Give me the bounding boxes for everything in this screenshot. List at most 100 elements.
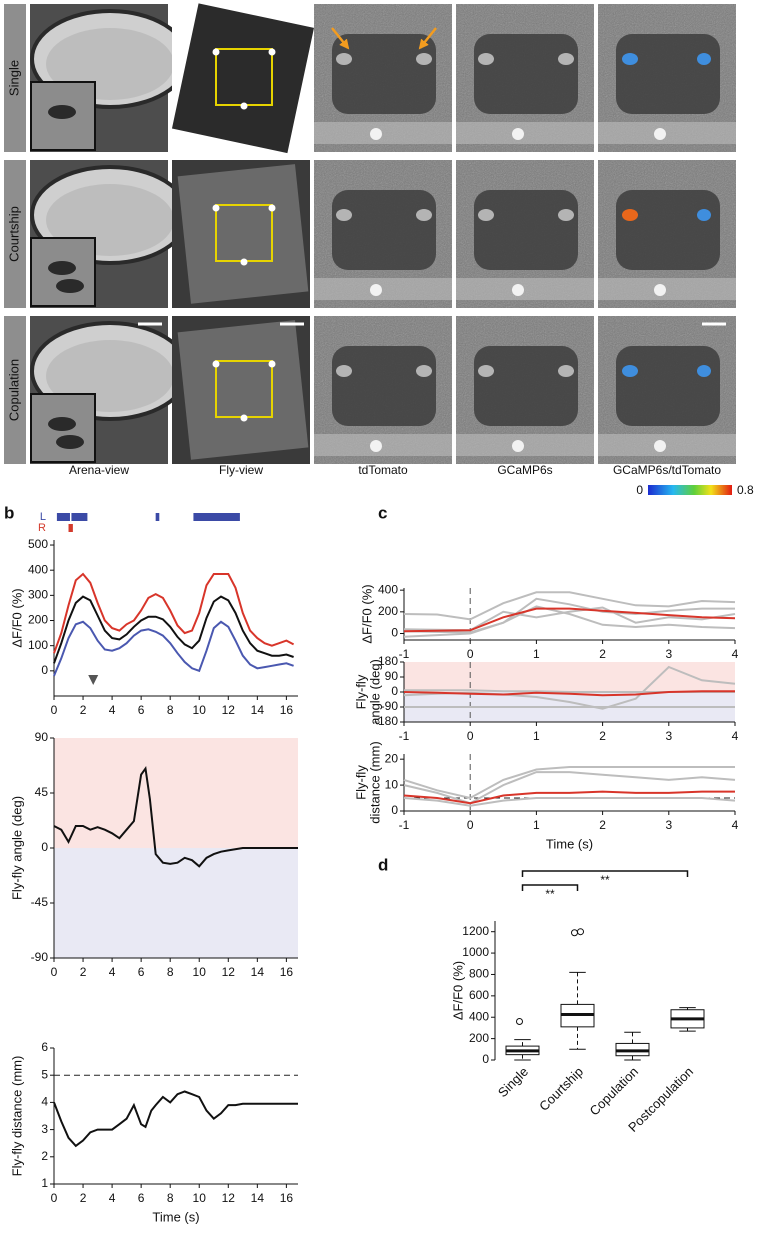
fly: [48, 105, 76, 119]
y-tick-label: 4: [41, 1095, 48, 1109]
event-label: R: [38, 522, 46, 534]
y-tick-label: 200: [469, 1031, 489, 1045]
lower-band: [456, 278, 594, 300]
event-marker: [88, 675, 99, 685]
y-tick-label: -90: [381, 699, 399, 713]
landmark-dot: [268, 204, 276, 212]
x-tick-label: 14: [251, 703, 265, 717]
landmark-dot: [268, 48, 276, 56]
micrograph-image: [598, 4, 736, 152]
colorbar-tick-label: 0: [636, 483, 643, 497]
micrograph-image: [314, 316, 452, 464]
lobe: [336, 365, 352, 377]
bright-cell: [370, 284, 382, 296]
x-tick-label: 0: [51, 703, 58, 717]
lobe: [416, 209, 432, 221]
x-tick-label: 8: [167, 703, 174, 717]
neuropil: [474, 34, 578, 114]
x-axis-label: Time (s): [546, 836, 593, 851]
y-tick-label: 0: [41, 840, 48, 854]
bright-cell: [370, 440, 382, 452]
data-line: [403, 797, 736, 807]
neuropil: [474, 190, 578, 270]
x-tick-label: 6: [138, 1191, 145, 1205]
lobe: [558, 209, 574, 221]
bright-cell: [512, 440, 524, 452]
y-tick-label: 1200: [462, 924, 489, 938]
y-tick-label: 0: [482, 1052, 489, 1066]
x-tick-label: 3: [665, 818, 672, 832]
data-line: [403, 766, 735, 800]
y-tick-label: 200: [378, 604, 398, 618]
row-label-bg: [4, 316, 26, 464]
lower-band: [456, 122, 594, 144]
bright-cell: [654, 128, 666, 140]
x-tick-label: 16: [280, 1191, 294, 1205]
arrow: [418, 27, 437, 50]
landmark-dot: [240, 414, 248, 422]
column-label: tdTomato: [358, 463, 408, 477]
lobe: [336, 53, 352, 65]
inset: [30, 393, 96, 463]
y-tick-label: 0: [391, 626, 398, 640]
x-tick-label: 10: [193, 703, 207, 717]
lobe: [558, 365, 574, 377]
x-tick-label: 4: [109, 965, 116, 979]
x-tick-label: 0: [51, 965, 58, 979]
y-tick-label: 1: [41, 1176, 48, 1190]
lower-band: [314, 122, 452, 144]
x-tick-label: 1: [533, 818, 540, 832]
x-tick-label: 2: [599, 729, 606, 743]
landmark-dot: [240, 258, 248, 266]
micrograph-image: [456, 160, 594, 308]
y-axis-label: angle (deg): [367, 659, 382, 725]
x-tick-label: 12: [222, 703, 236, 717]
ratio-blob: [622, 53, 638, 65]
y-tick-label: 90: [385, 669, 399, 683]
y-axis-label: Fly-fly: [353, 674, 368, 709]
landmark-dot: [268, 360, 276, 368]
x-tick-label: Single: [495, 1064, 531, 1100]
neuropil: [332, 190, 436, 270]
panel-letter: b: [4, 503, 14, 522]
x-tick-label: 3: [665, 729, 672, 743]
x-tick-label: 0: [467, 647, 474, 661]
x-tick-label: 2: [599, 818, 606, 832]
data-line: [53, 595, 294, 664]
y-tick-label: 180: [378, 654, 398, 668]
fly: [48, 261, 76, 275]
shade-positive: [54, 738, 298, 848]
y-tick-label: 100: [28, 638, 48, 652]
data-line: [403, 591, 736, 621]
y-axis-label: ΔF/F0 (%): [359, 584, 374, 643]
event-bar: [155, 513, 160, 521]
y-tick-label: 10: [385, 777, 399, 791]
y-tick-label: 300: [28, 588, 48, 602]
x-tick-label: 16: [280, 703, 294, 717]
y-tick-label: 0: [391, 803, 398, 817]
neuropil: [616, 346, 720, 426]
lower-band: [598, 434, 736, 456]
x-tick-label: 10: [193, 1191, 207, 1205]
neuropil: [616, 190, 720, 270]
y-tick-label: 1000: [462, 945, 489, 959]
y-tick-label: 6: [41, 1040, 48, 1054]
row-label: Courtship: [6, 206, 21, 262]
micrograph-image: [314, 4, 452, 152]
x-tick-label: Copulation: [586, 1064, 641, 1119]
row-label-bg: [4, 4, 26, 152]
data-line: [403, 607, 736, 633]
y-axis-label: Fly-fly angle (deg): [9, 796, 24, 900]
fly: [56, 435, 84, 449]
bright-cell: [512, 284, 524, 296]
x-tick-label: 14: [251, 965, 265, 979]
x-tick-label: 8: [167, 1191, 174, 1205]
micrograph-image: [314, 160, 452, 308]
y-axis-label: ΔF/F0 (%): [450, 961, 465, 1020]
y-tick-label: 2: [41, 1149, 48, 1163]
column-label: Fly-view: [219, 463, 263, 477]
x-tick-label: 6: [138, 703, 145, 717]
x-tick-label: 12: [222, 965, 236, 979]
significance-label: **: [600, 873, 610, 887]
lower-band: [598, 122, 736, 144]
